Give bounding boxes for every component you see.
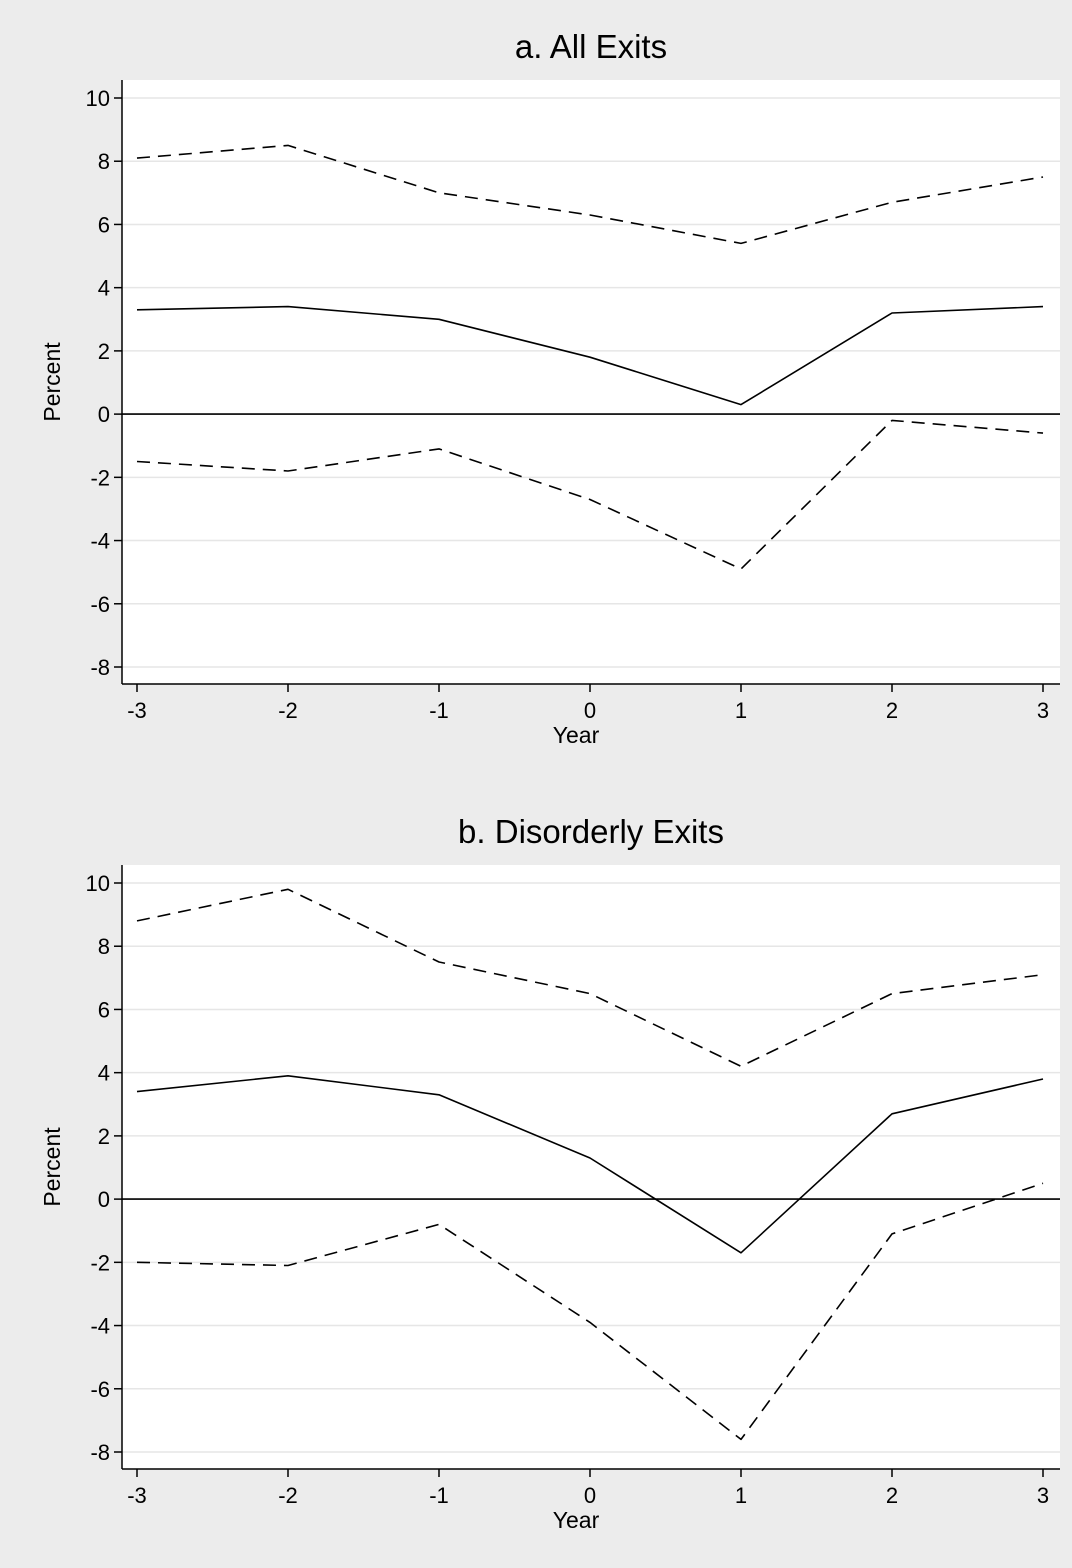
x-tick-label: 2 xyxy=(886,698,898,723)
plot-area xyxy=(122,865,1060,1469)
upper-bound-line xyxy=(136,144,1044,245)
y-tick-label: 0 xyxy=(98,1187,110,1212)
y-tick-label: 4 xyxy=(98,276,110,301)
y-tick-label: 6 xyxy=(98,212,110,237)
estimate-line xyxy=(136,305,1044,406)
series-lines xyxy=(136,888,1044,1441)
x-tick-label: 1 xyxy=(735,1483,747,1508)
x-tick-label: -3 xyxy=(127,1483,147,1508)
x-tick-label: 0 xyxy=(584,1483,596,1508)
x-tick-label: -1 xyxy=(429,698,449,723)
y-tick-label: 4 xyxy=(98,1061,110,1086)
estimate-line xyxy=(136,1075,1044,1254)
lower-bound-line xyxy=(136,419,1044,570)
y-tick-label: 2 xyxy=(98,1124,110,1149)
y-tick-label: 8 xyxy=(98,149,110,174)
x-tick-label: -3 xyxy=(127,698,147,723)
axes: -8 -6 -4 -2 0 2 4 6 8 10 -3 -2 -1 0 1 2 3 xyxy=(86,865,1060,1508)
x-axis-label: Year xyxy=(553,1507,600,1533)
panel-a: -8 -6 -4 -2 0 2 4 6 8 10 -3 -2 -1 0 1 2 3 a. All Exits Y… xyxy=(39,28,1060,748)
y-tick-label: 10 xyxy=(86,86,110,111)
chart-title: a. All Exits xyxy=(515,28,667,65)
x-tick-label: -1 xyxy=(429,1483,449,1508)
y-tick-label: -8 xyxy=(90,1440,110,1465)
y-tick-label: -6 xyxy=(90,592,110,617)
y-tick-label: 10 xyxy=(86,871,110,896)
x-tick-label: 3 xyxy=(1037,698,1049,723)
y-axis-label: Percent xyxy=(39,342,65,422)
y-tick-label: -2 xyxy=(90,1250,110,1275)
axes: -8 -6 -4 -2 0 2 4 6 8 10 -3 -2 -1 0 1 2 3 xyxy=(86,80,1060,723)
x-tick-label: 3 xyxy=(1037,1483,1049,1508)
y-tick-label: -8 xyxy=(90,655,110,680)
panel-b: -8 -6 -4 -2 0 2 4 6 8 10 -3 -2 -1 0 1 2 3 b. Disorderly … xyxy=(39,813,1060,1533)
y-tick-label: 6 xyxy=(98,997,110,1022)
x-tick-label: 1 xyxy=(735,698,747,723)
y-axis-label: Percent xyxy=(39,1127,65,1207)
y-tick-label: 8 xyxy=(98,934,110,959)
y-tick-label: -4 xyxy=(90,1314,110,1339)
x-axis-label: Year xyxy=(553,722,600,748)
y-tick-label: 0 xyxy=(98,402,110,427)
y-tick-label: 2 xyxy=(98,339,110,364)
y-tick-label: -6 xyxy=(90,1377,110,1402)
gridlines xyxy=(122,97,1060,668)
x-tick-label: -2 xyxy=(278,698,298,723)
plot-area xyxy=(122,80,1060,684)
x-tick-label: -2 xyxy=(278,1483,298,1508)
lower-bound-line xyxy=(136,1182,1044,1441)
series-lines xyxy=(136,144,1044,570)
x-tick-label: 0 xyxy=(584,698,596,723)
upper-bound-line xyxy=(136,888,1044,1068)
x-tick-label: 2 xyxy=(886,1483,898,1508)
y-tick-label: -2 xyxy=(90,465,110,490)
chart-title: b. Disorderly Exits xyxy=(458,813,724,850)
y-tick-label: -4 xyxy=(90,529,110,554)
